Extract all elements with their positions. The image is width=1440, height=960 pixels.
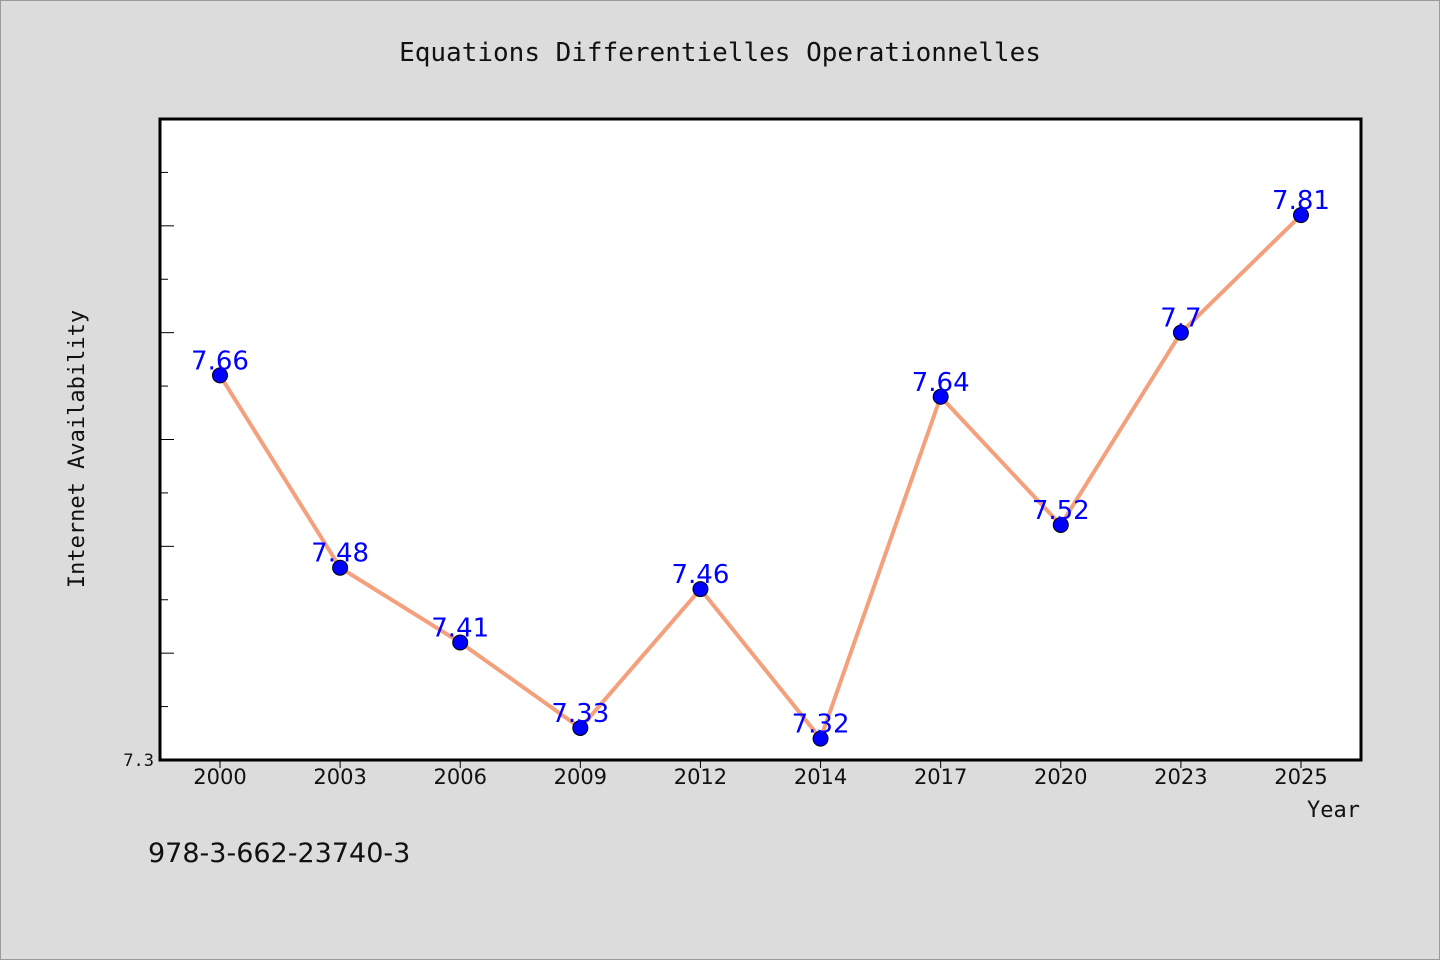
data-label: 7.41 (431, 613, 489, 643)
x-tick-label: 2006 (433, 765, 486, 789)
x-tick-label: 2025 (1274, 765, 1327, 789)
data-label: 7.64 (912, 368, 970, 398)
x-tick-label: 2009 (554, 765, 607, 789)
y-axis-ticks: 7.3 (123, 118, 174, 771)
data-point (452, 634, 469, 651)
data-label: 7.32 (792, 710, 850, 740)
data-label: 7.46 (671, 560, 729, 590)
data-point (812, 730, 829, 747)
chart-title: Equations Differentielles Operationnelle… (399, 38, 1041, 68)
data-label: 7.7 (1160, 304, 1201, 334)
series-layer: 7.66 7.48 7.41 7.33 7.46 7.32 7.64 7.52 7.7 7.81 (191, 186, 1330, 747)
x-tick-label: 2000 (193, 765, 246, 789)
data-point (572, 719, 589, 736)
x-tick-label: 2014 (794, 765, 847, 789)
data-label: 7.48 (311, 539, 369, 569)
data-point (1052, 516, 1069, 533)
data-point (1293, 207, 1309, 224)
data-label: 7.66 (191, 346, 249, 376)
x-tick-label: 2003 (313, 765, 366, 789)
data-label: 7.81 (1272, 186, 1330, 216)
x-tick-label: 2012 (674, 765, 727, 789)
x-tick-label: 2023 (1154, 765, 1207, 789)
data-point (932, 388, 949, 405)
y-axis-label: Internet Availability (65, 310, 90, 588)
data-point (1172, 324, 1189, 341)
isbn-text: 978-3-662-23740-3 (148, 838, 410, 869)
plot-area (158, 117, 1363, 762)
data-point (332, 559, 349, 576)
x-axis-label: Year (1307, 798, 1360, 823)
x-tick-label: 2020 (1034, 765, 1087, 789)
x-axis-ticks: 2000 2003 2006 2009 2012 2014 2017 2020 2023 2025 (193, 760, 1328, 789)
x-tick-label: 2017 (914, 765, 967, 789)
data-label: 7.33 (551, 699, 609, 729)
data-point (692, 581, 709, 598)
series-line (218, 213, 1303, 741)
data-point (212, 367, 228, 384)
y-tick-label: 7.3 (123, 751, 154, 771)
data-label: 7.52 (1032, 496, 1090, 526)
